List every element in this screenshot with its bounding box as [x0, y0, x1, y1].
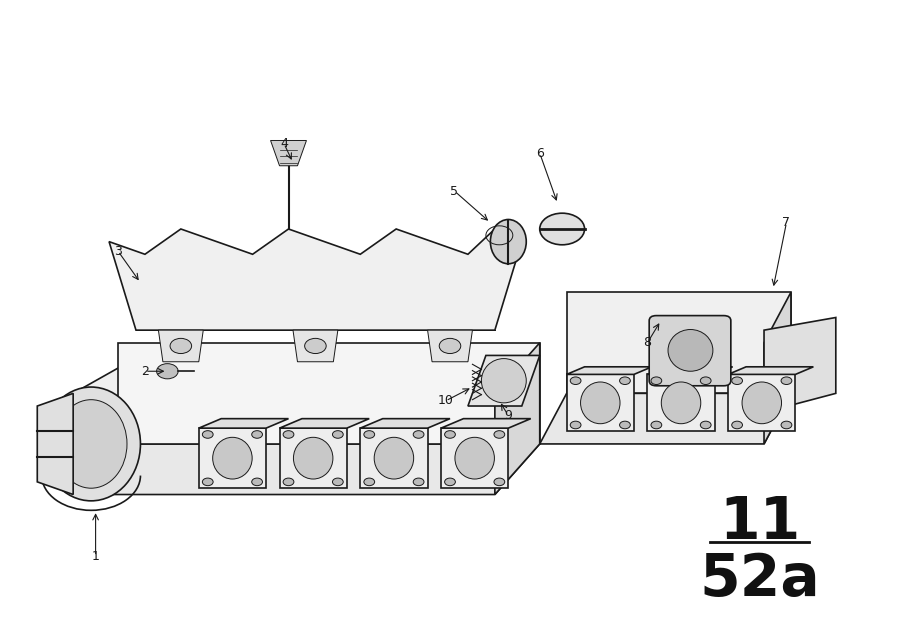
Ellipse shape — [700, 377, 711, 385]
Polygon shape — [647, 375, 715, 431]
Polygon shape — [280, 428, 346, 488]
Polygon shape — [280, 418, 369, 428]
Ellipse shape — [439, 338, 461, 354]
Ellipse shape — [662, 382, 701, 424]
Ellipse shape — [571, 377, 581, 385]
Ellipse shape — [494, 431, 505, 438]
Ellipse shape — [293, 438, 333, 479]
Polygon shape — [73, 444, 540, 495]
Text: 11: 11 — [719, 495, 800, 551]
Ellipse shape — [413, 431, 424, 438]
Polygon shape — [647, 367, 733, 375]
Polygon shape — [728, 375, 796, 431]
Ellipse shape — [454, 438, 494, 479]
Text: 1: 1 — [92, 550, 100, 563]
Ellipse shape — [651, 421, 661, 429]
Ellipse shape — [651, 377, 661, 385]
Ellipse shape — [157, 364, 178, 379]
Polygon shape — [441, 418, 531, 428]
Polygon shape — [728, 367, 814, 375]
Ellipse shape — [41, 387, 140, 501]
Ellipse shape — [732, 421, 742, 429]
Polygon shape — [764, 318, 836, 412]
Ellipse shape — [332, 478, 343, 486]
Polygon shape — [468, 356, 540, 406]
Polygon shape — [271, 140, 306, 166]
Polygon shape — [540, 393, 791, 444]
Ellipse shape — [732, 377, 742, 385]
Text: 52a: 52a — [699, 551, 820, 608]
Text: 7: 7 — [782, 216, 790, 229]
Ellipse shape — [491, 220, 526, 264]
Polygon shape — [118, 343, 540, 444]
Ellipse shape — [619, 421, 630, 429]
Ellipse shape — [571, 421, 581, 429]
Polygon shape — [764, 292, 791, 444]
Polygon shape — [199, 428, 266, 488]
Text: 8: 8 — [644, 337, 652, 349]
Ellipse shape — [445, 431, 455, 438]
Polygon shape — [567, 292, 791, 393]
Polygon shape — [37, 393, 73, 495]
Ellipse shape — [55, 399, 127, 488]
Text: 2: 2 — [141, 364, 149, 378]
Ellipse shape — [700, 421, 711, 429]
Ellipse shape — [445, 478, 455, 486]
Polygon shape — [441, 428, 508, 488]
Ellipse shape — [364, 478, 374, 486]
Ellipse shape — [202, 478, 213, 486]
Ellipse shape — [202, 431, 213, 438]
Polygon shape — [293, 330, 338, 362]
Ellipse shape — [252, 478, 263, 486]
Ellipse shape — [619, 377, 630, 385]
Text: 5: 5 — [451, 185, 458, 197]
Text: 4: 4 — [280, 137, 288, 150]
Ellipse shape — [742, 382, 781, 424]
Text: 9: 9 — [504, 409, 512, 422]
Ellipse shape — [413, 478, 424, 486]
Polygon shape — [567, 375, 634, 431]
Ellipse shape — [284, 431, 294, 438]
Ellipse shape — [212, 438, 252, 479]
Ellipse shape — [781, 421, 792, 429]
Text: 6: 6 — [536, 147, 544, 159]
Ellipse shape — [494, 478, 505, 486]
Ellipse shape — [252, 431, 263, 438]
Polygon shape — [109, 229, 522, 330]
Polygon shape — [73, 343, 163, 495]
Text: 10: 10 — [437, 394, 454, 408]
Ellipse shape — [482, 359, 526, 403]
Polygon shape — [495, 343, 540, 495]
FancyBboxPatch shape — [649, 316, 731, 386]
Ellipse shape — [580, 382, 620, 424]
Polygon shape — [360, 418, 450, 428]
Ellipse shape — [332, 431, 343, 438]
Ellipse shape — [284, 478, 294, 486]
Ellipse shape — [304, 338, 326, 354]
Polygon shape — [360, 428, 427, 488]
Polygon shape — [199, 418, 289, 428]
Text: 3: 3 — [114, 244, 122, 258]
Ellipse shape — [540, 213, 585, 245]
Polygon shape — [158, 330, 203, 362]
Polygon shape — [567, 367, 652, 375]
Polygon shape — [428, 330, 473, 362]
Ellipse shape — [781, 377, 792, 385]
Ellipse shape — [170, 338, 192, 354]
Ellipse shape — [668, 330, 713, 371]
Ellipse shape — [374, 438, 414, 479]
Ellipse shape — [364, 431, 374, 438]
